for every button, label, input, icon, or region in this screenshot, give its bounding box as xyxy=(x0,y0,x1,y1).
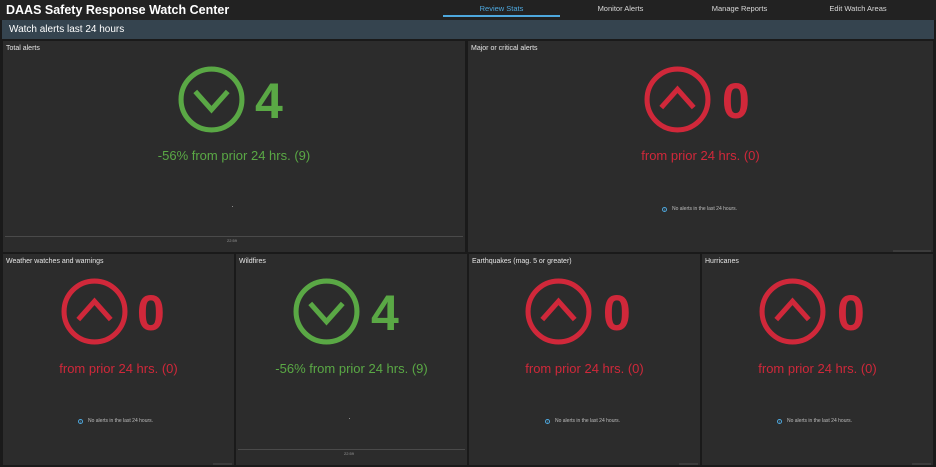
change-text: -56% from prior 24 hrs. (9) xyxy=(275,361,428,376)
axis-tick-label: 22:59 xyxy=(227,238,238,243)
no-alerts-text: No alerts in the last 24 hours. xyxy=(88,418,154,424)
indicator-value: 4 xyxy=(371,285,399,341)
change-text: from prior 24 hrs. (0) xyxy=(59,361,178,376)
no-alerts-text: No alerts in the last 24 hours. xyxy=(672,206,738,212)
change-text: from prior 24 hrs. (0) xyxy=(758,361,877,376)
no-alerts-text: No alerts in the last 24 hours. xyxy=(787,418,853,424)
no-alerts-message: i No alerts in the last 24 hours. xyxy=(777,418,852,424)
chevron-up-icon xyxy=(61,278,128,345)
axis-tick-label: 22:59 xyxy=(344,451,355,456)
change-text: from prior 24 hrs. (0) xyxy=(641,148,760,163)
chart-axis xyxy=(5,236,463,237)
panel-title: Major or critical alerts xyxy=(471,45,538,52)
info-icon: i xyxy=(545,418,550,424)
info-icon: i xyxy=(78,418,83,424)
panel-wildfires: Wildfires 4 -56% from prior 24 hrs. (9) … xyxy=(236,254,467,465)
app-title: DAAS Safety Response Watch Center xyxy=(6,3,230,17)
panel-resize-handle xyxy=(213,463,232,465)
panel-resize-handle xyxy=(893,250,931,252)
chevron-up-icon xyxy=(759,278,826,345)
panel-weather: Weather watches and warnings 0 from prio… xyxy=(3,254,234,465)
info-icon: i xyxy=(662,206,667,212)
data-point xyxy=(232,206,233,207)
indicator-value: 0 xyxy=(722,73,750,129)
change-text: -56% from prior 24 hrs. (9) xyxy=(157,148,311,163)
no-alerts-text: No alerts in the last 24 hours. xyxy=(555,418,621,424)
panel-total-alerts: Total alerts 4 -56% from prior 24 hrs. (… xyxy=(3,41,465,252)
tab-edit-watch-areas[interactable]: Edit Watch Areas xyxy=(829,4,887,13)
no-alerts-message: i No alerts in the last 24 hours. xyxy=(78,418,153,424)
indicator-value: 0 xyxy=(603,285,631,341)
chevron-down-icon xyxy=(178,66,245,133)
section-title: Watch alerts last 24 hours xyxy=(9,24,125,35)
app-header: DAAS Safety Response Watch Center Review… xyxy=(0,0,936,20)
chart-axis xyxy=(238,449,465,450)
data-point xyxy=(349,418,350,419)
chevron-down-icon xyxy=(293,278,360,345)
tab-review-stats[interactable]: Review Stats xyxy=(443,4,560,17)
indicator-value: 0 xyxy=(137,285,165,341)
tab-monitor-alerts[interactable]: Monitor Alerts xyxy=(597,4,644,13)
no-alerts-message: i No alerts in the last 24 hours. xyxy=(545,418,620,424)
chevron-up-icon xyxy=(525,278,592,345)
panel-hurricanes: Hurricanes 0 from prior 24 hrs. (0) i No… xyxy=(702,254,933,465)
chevron-up-icon xyxy=(644,66,711,133)
no-alerts-message: i No alerts in the last 24 hours. xyxy=(662,206,737,212)
panel-title: Hurricanes xyxy=(705,258,739,265)
info-icon: i xyxy=(777,418,782,424)
panel-resize-handle xyxy=(679,463,698,465)
panel-major-alerts: Major or critical alerts 0 from prior 24… xyxy=(468,41,933,252)
indicator-value: 4 xyxy=(255,73,283,129)
tab-manage-reports[interactable]: Manage Reports xyxy=(711,4,768,13)
panel-title: Earthquakes (mag. 5 or greater) xyxy=(472,258,572,265)
indicator-value: 0 xyxy=(837,285,865,341)
section-header: Watch alerts last 24 hours xyxy=(2,20,934,39)
panel-resize-handle xyxy=(912,463,931,465)
panel-title: Weather watches and warnings xyxy=(6,258,104,265)
panel-title: Total alerts xyxy=(6,45,40,52)
panel-earthquakes: Earthquakes (mag. 5 or greater) 0 from p… xyxy=(469,254,700,465)
panel-title: Wildfires xyxy=(239,258,266,265)
change-text: from prior 24 hrs. (0) xyxy=(525,361,644,376)
